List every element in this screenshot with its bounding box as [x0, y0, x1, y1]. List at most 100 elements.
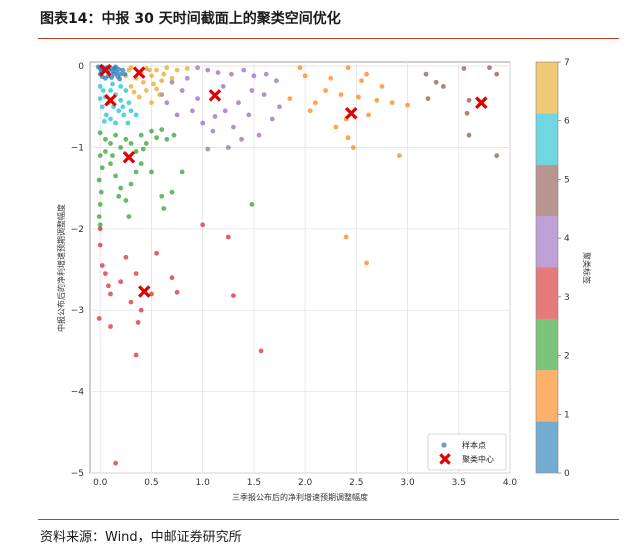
- sample-point: [461, 66, 467, 71]
- sample-point: [159, 193, 165, 199]
- sample-point: [113, 173, 118, 179]
- sample-point: [118, 279, 124, 285]
- sample-point: [113, 64, 118, 70]
- legend-sample-label: 样本点: [462, 440, 486, 450]
- y-axis-label: 中报公布后的净利增速预期调整幅度: [56, 204, 66, 332]
- sample-point: [328, 75, 334, 81]
- sample-point: [147, 67, 152, 73]
- sample-point: [135, 320, 141, 325]
- sample-point: [397, 153, 402, 159]
- sample-point: [108, 291, 113, 297]
- sample-point: [225, 234, 231, 240]
- sample-point: [149, 73, 154, 79]
- sample-point: [133, 169, 139, 175]
- sample-point: [174, 112, 180, 118]
- sample-point: [99, 104, 105, 110]
- sample-point: [99, 165, 105, 171]
- sample-point: [338, 92, 344, 97]
- sample-point: [111, 71, 116, 77]
- cluster-center-marker: [475, 96, 488, 109]
- sample-point: [494, 71, 500, 77]
- sample-point: [120, 104, 126, 110]
- sample-point: [138, 132, 144, 138]
- sample-point: [179, 88, 185, 93]
- sample-point: [103, 271, 108, 276]
- sample-point: [120, 67, 126, 73]
- sample-point: [106, 283, 111, 289]
- sample-point: [287, 96, 293, 101]
- sample-point: [190, 108, 195, 114]
- sample-point: [164, 136, 170, 142]
- sample-point: [121, 112, 127, 118]
- sample-point: [98, 189, 104, 195]
- sample-point: [97, 202, 103, 207]
- sample-point: [364, 71, 369, 77]
- sample-point: [116, 193, 122, 199]
- sample-point: [151, 81, 156, 87]
- sample-point: [433, 79, 439, 85]
- sample-point: [133, 352, 139, 358]
- x-tick-label: 4.0: [503, 478, 518, 488]
- colorbar-ticks: 0 1 2 3 4 5 6 7: [558, 58, 570, 479]
- sample-point: [225, 145, 231, 150]
- sample-point: [103, 136, 108, 142]
- sample-point: [113, 460, 118, 466]
- sample-point: [364, 260, 369, 266]
- sample-points: [95, 64, 500, 466]
- colorbar-frame: [535, 61, 559, 474]
- legend-center-marker: [439, 453, 451, 465]
- sample-point: [345, 135, 351, 141]
- sample-point: [103, 149, 108, 154]
- sample-point: [101, 119, 107, 124]
- sample-point: [128, 181, 134, 187]
- sample-point: [487, 65, 492, 71]
- sample-point: [210, 128, 216, 134]
- y-tick-label: 0: [78, 62, 84, 72]
- sample-point: [97, 222, 103, 228]
- sample-point: [231, 124, 236, 130]
- sample-point: [108, 88, 113, 93]
- sample-point: [143, 88, 149, 93]
- colorbar-segment: [536, 267, 558, 319]
- sample-point: [123, 198, 129, 203]
- sample-point: [174, 67, 180, 73]
- y-tick-label: −4: [71, 388, 85, 398]
- sample-point: [108, 161, 113, 167]
- colorbar-segment: [536, 62, 558, 114]
- sample-point: [333, 124, 339, 130]
- colorbar-tick-label: 0: [564, 469, 570, 479]
- sample-point: [97, 130, 103, 136]
- sample-point: [140, 146, 146, 152]
- sample-point: [118, 145, 124, 150]
- sample-point: [108, 324, 113, 329]
- sample-point: [131, 89, 137, 95]
- sample-point: [123, 254, 129, 260]
- sample-point: [256, 132, 262, 138]
- sample-point: [236, 100, 241, 106]
- sample-point: [494, 153, 500, 159]
- sample-point: [389, 100, 395, 106]
- sample-point: [154, 86, 160, 92]
- sample-point: [117, 76, 123, 82]
- sample-point: [307, 108, 313, 114]
- sample-point: [343, 234, 349, 240]
- sample-point: [274, 78, 279, 84]
- sample-point: [200, 222, 206, 228]
- colorbar: [535, 61, 559, 474]
- sample-point: [313, 100, 318, 106]
- colorbar-tick-label: 4: [564, 234, 570, 244]
- sample-point: [379, 84, 385, 89]
- sample-point: [118, 97, 124, 103]
- sample-point: [128, 84, 134, 89]
- x-tick-label: 1.0: [196, 478, 211, 488]
- bottom-rule: [38, 519, 619, 520]
- sample-point: [136, 94, 142, 100]
- sample-point: [123, 136, 129, 142]
- sample-point: [174, 289, 180, 295]
- sample-point: [149, 100, 154, 106]
- sample-point: [423, 71, 429, 77]
- sample-point: [108, 116, 113, 122]
- colorbar-segment: [536, 421, 558, 473]
- x-tick-label: 0.5: [144, 478, 158, 488]
- sample-point: [205, 67, 211, 73]
